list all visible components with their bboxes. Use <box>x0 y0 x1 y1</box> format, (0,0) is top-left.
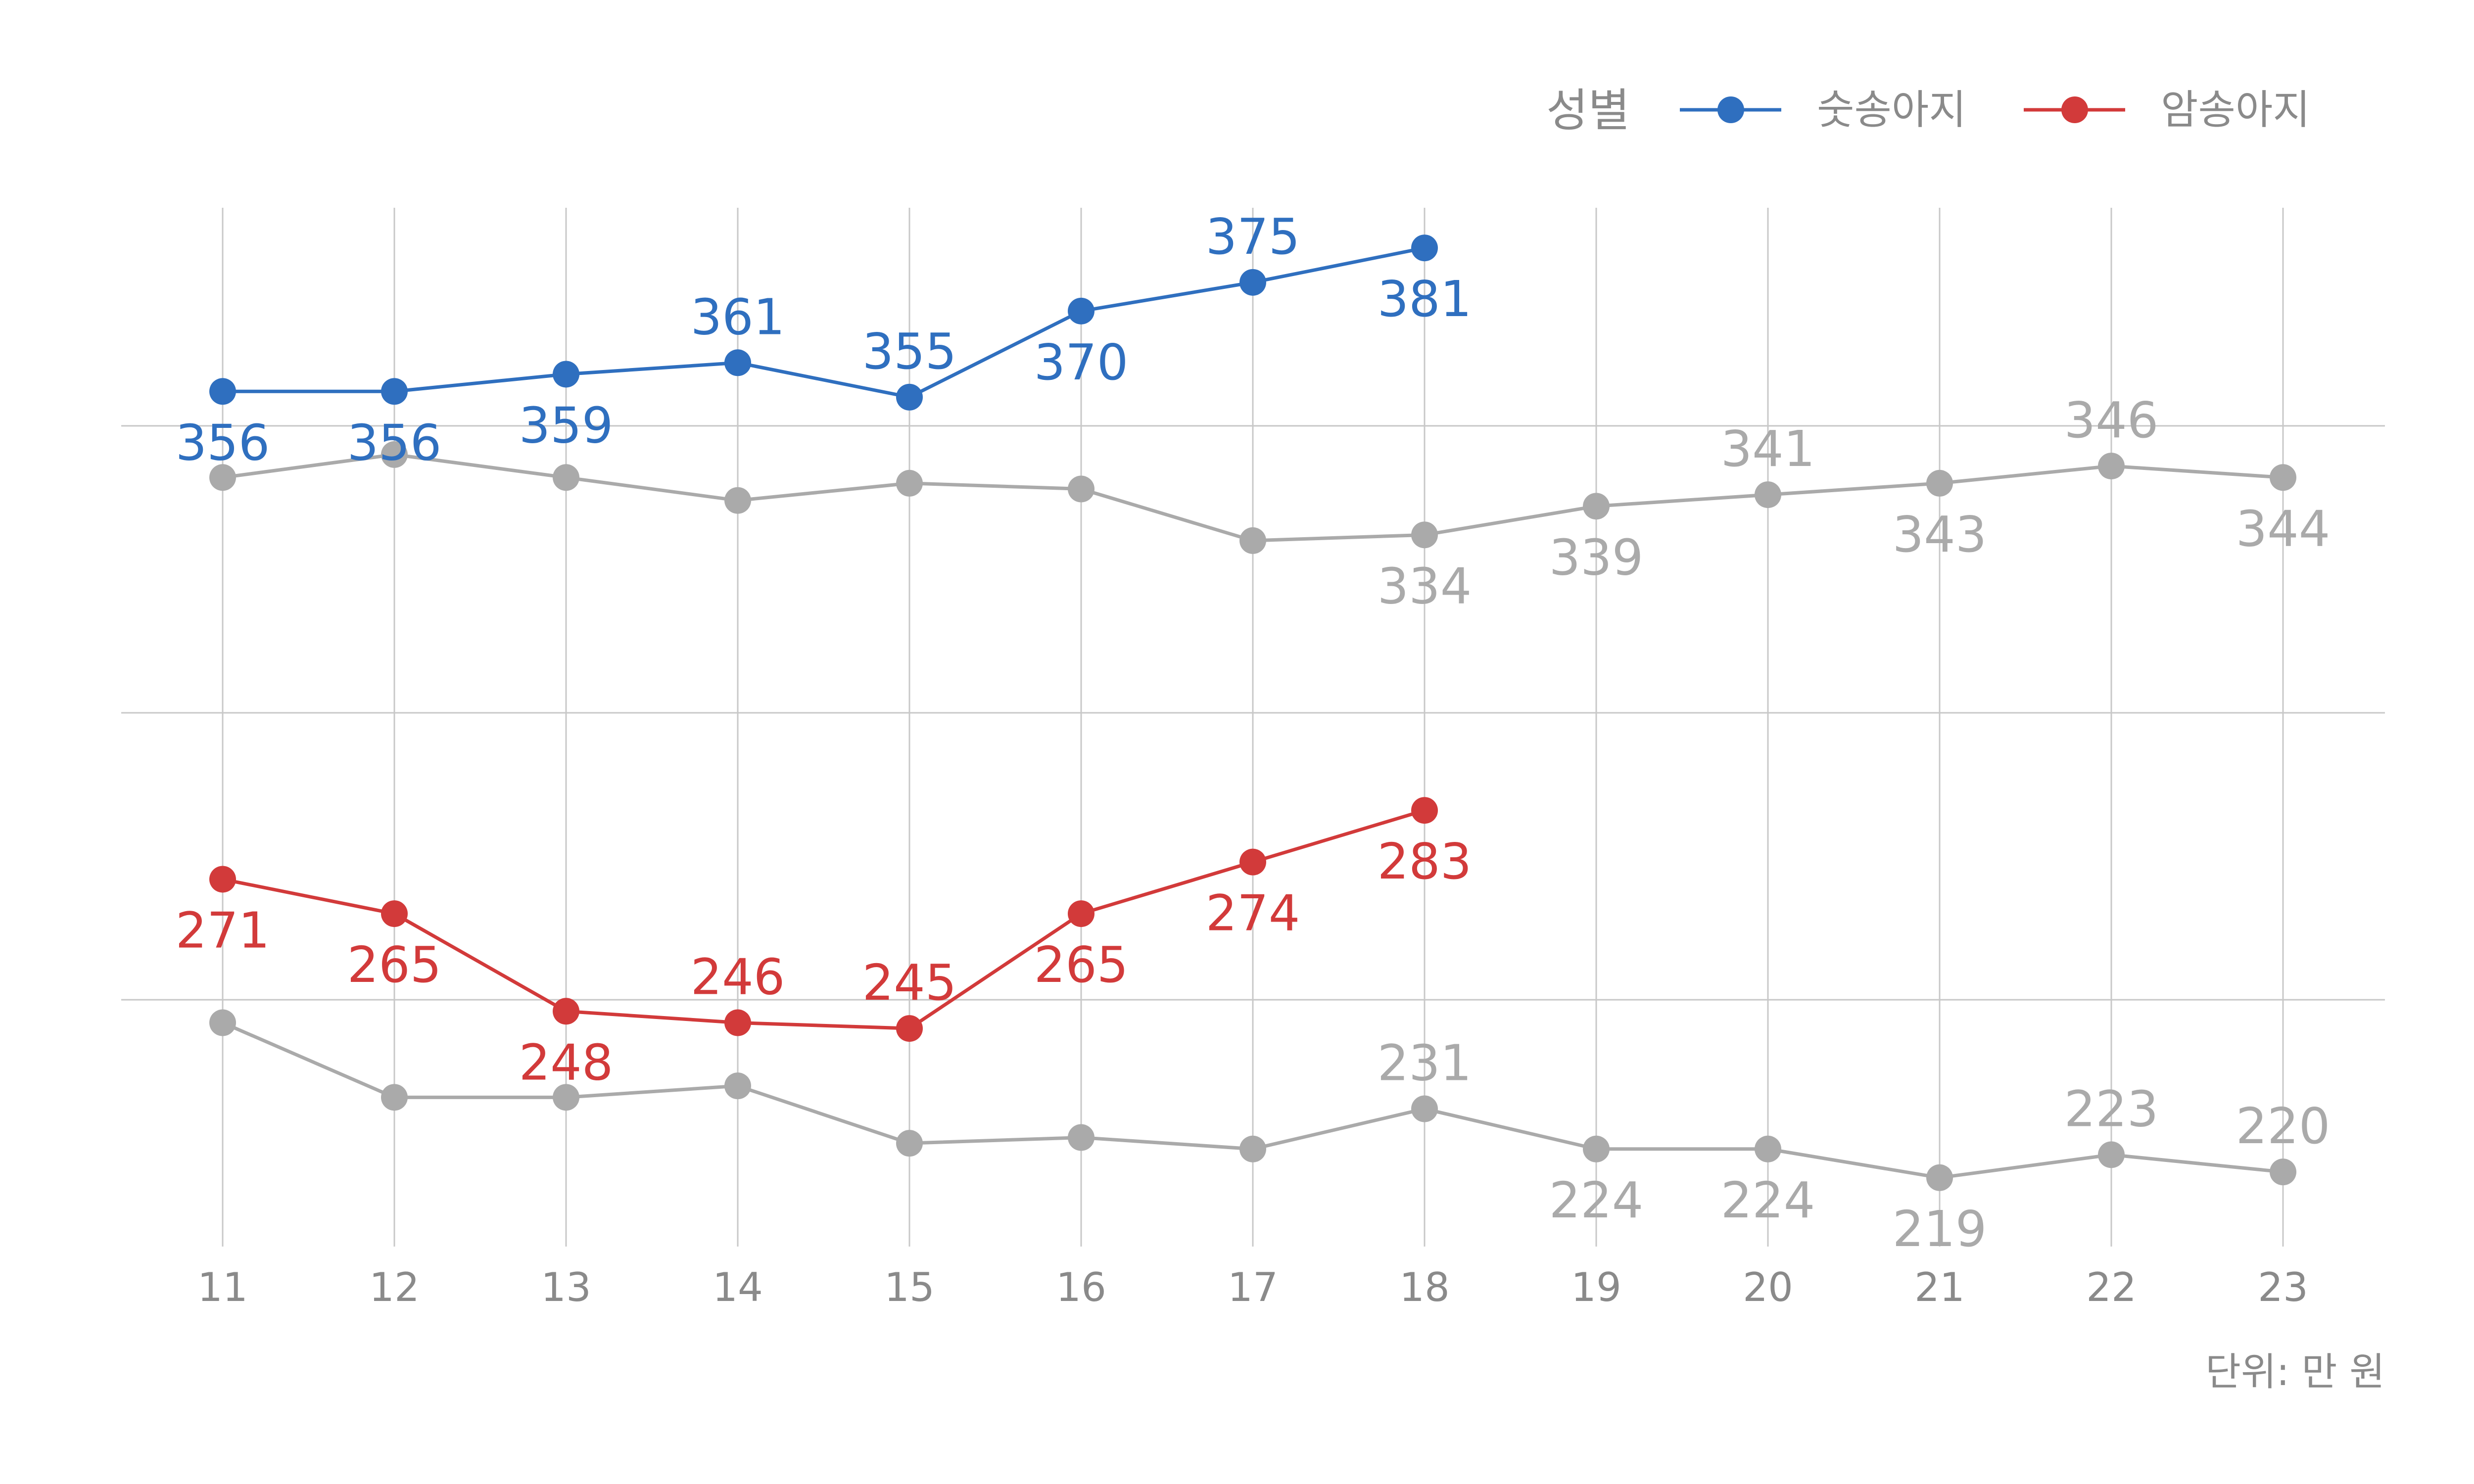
data-point <box>1239 848 1266 876</box>
data-point <box>2270 464 2296 491</box>
data-label: 343 <box>1893 506 1987 563</box>
x-tick-label: 19 <box>1571 1264 1621 1310</box>
data-point <box>381 441 408 468</box>
data-label: 381 <box>1378 270 1472 328</box>
x-tick-label: 23 <box>2258 1264 2308 1310</box>
x-tick-label: 11 <box>197 1264 248 1310</box>
data-point <box>1583 1135 1610 1162</box>
data-point <box>1411 797 1438 824</box>
x-tick-label: 13 <box>541 1264 591 1310</box>
data-point <box>553 1084 579 1111</box>
legend-label-1: 숫송아지 <box>1817 87 1966 134</box>
data-point <box>553 361 579 388</box>
data-point <box>1068 475 1094 503</box>
data-point <box>1068 297 1094 325</box>
data-label: 245 <box>862 954 957 1012</box>
data-point <box>1755 1135 1781 1162</box>
grid <box>121 208 2385 1247</box>
series-line-2 <box>222 808 1426 1030</box>
series-line-0 <box>223 246 1425 399</box>
data-label: 361 <box>691 288 785 346</box>
data-label: 334 <box>1378 557 1472 615</box>
data-point <box>1411 521 1438 549</box>
data-label: 344 <box>2236 500 2331 557</box>
legend: 성별 숫송아지 암송아지 <box>1546 84 2310 137</box>
data-point <box>896 469 923 497</box>
data-label: 356 <box>347 414 442 471</box>
data-point <box>2098 1141 2125 1168</box>
legend-title: 성별 <box>1546 84 1630 137</box>
data-label: 224 <box>1549 1171 1644 1229</box>
series-points <box>209 234 2296 1191</box>
data-label: 265 <box>347 936 442 994</box>
data-point <box>724 1009 751 1036</box>
x-tick-label: 22 <box>2086 1264 2137 1310</box>
data-point <box>553 998 579 1025</box>
x-tick-label: 12 <box>369 1264 420 1310</box>
data-label: 283 <box>1378 833 1472 890</box>
data-label: 246 <box>691 948 785 1006</box>
data-point <box>724 1072 751 1100</box>
x-tick-label: 18 <box>1399 1264 1450 1310</box>
data-point <box>1411 1095 1438 1122</box>
data-point <box>1239 1135 1266 1162</box>
data-point <box>381 378 408 405</box>
data-point <box>1239 527 1266 554</box>
data-label: 375 <box>1206 208 1300 266</box>
caption: 단위: 만 원 <box>2205 1350 2385 1394</box>
data-point <box>1068 900 1094 928</box>
data-label: 231 <box>1378 1034 1472 1092</box>
data-point <box>896 383 923 411</box>
data-point <box>896 1015 923 1042</box>
data-point <box>1926 469 1953 497</box>
data-point <box>1755 481 1781 509</box>
data-label: 346 <box>2064 391 2159 449</box>
x-tick-label: 15 <box>884 1264 935 1310</box>
data-point <box>209 866 236 893</box>
data-label: 355 <box>862 323 957 380</box>
data-point <box>724 349 751 376</box>
data-point <box>381 900 408 928</box>
data-point <box>209 464 236 491</box>
data-label: 219 <box>1893 1200 1987 1258</box>
data-label: 359 <box>519 396 614 454</box>
data-label: 223 <box>2064 1080 2159 1138</box>
data-point <box>2098 453 2125 480</box>
data-label: 265 <box>1034 936 1129 994</box>
data-label: 339 <box>1549 528 1644 586</box>
data-point <box>1239 269 1266 296</box>
data-point <box>1926 1164 1953 1191</box>
data-point <box>1583 493 1610 520</box>
legend-swatch-marker-1 <box>1717 96 1744 123</box>
data-point <box>1411 234 1438 262</box>
x-tick-label: 21 <box>1914 1264 1965 1310</box>
data-label: 356 <box>176 414 270 471</box>
data-label: 271 <box>176 901 270 959</box>
data-label: 220 <box>2236 1097 2331 1155</box>
x-tick-label: 16 <box>1056 1264 1106 1310</box>
x-tick-label: 14 <box>713 1264 763 1310</box>
legend-swatch-marker-2 <box>2061 96 2088 123</box>
x-tick-label: 17 <box>1228 1264 1278 1310</box>
data-point <box>381 1084 408 1111</box>
data-point <box>896 1130 923 1157</box>
data-label: 248 <box>519 1033 614 1091</box>
data-label: 224 <box>1721 1171 1815 1229</box>
data-point <box>724 487 751 514</box>
data-labels: 334 339 341 343 346 344 231 224 224 219 223 220 356 3… <box>176 208 2331 1258</box>
data-point <box>553 464 579 491</box>
data-label: 274 <box>1206 884 1300 942</box>
data-point <box>209 1009 236 1036</box>
data-point <box>1068 1124 1094 1151</box>
legend-label-2: 암송아지 <box>2161 87 2310 134</box>
data-label: 341 <box>1721 420 1815 478</box>
x-tick-label: 20 <box>1743 1264 1793 1310</box>
x-axis: 11 12 13 14 15 16 17 18 19 20 21 22 23 <box>197 1264 2308 1310</box>
data-point <box>209 378 236 405</box>
data-label: 370 <box>1034 333 1129 391</box>
data-point <box>2270 1159 2296 1186</box>
